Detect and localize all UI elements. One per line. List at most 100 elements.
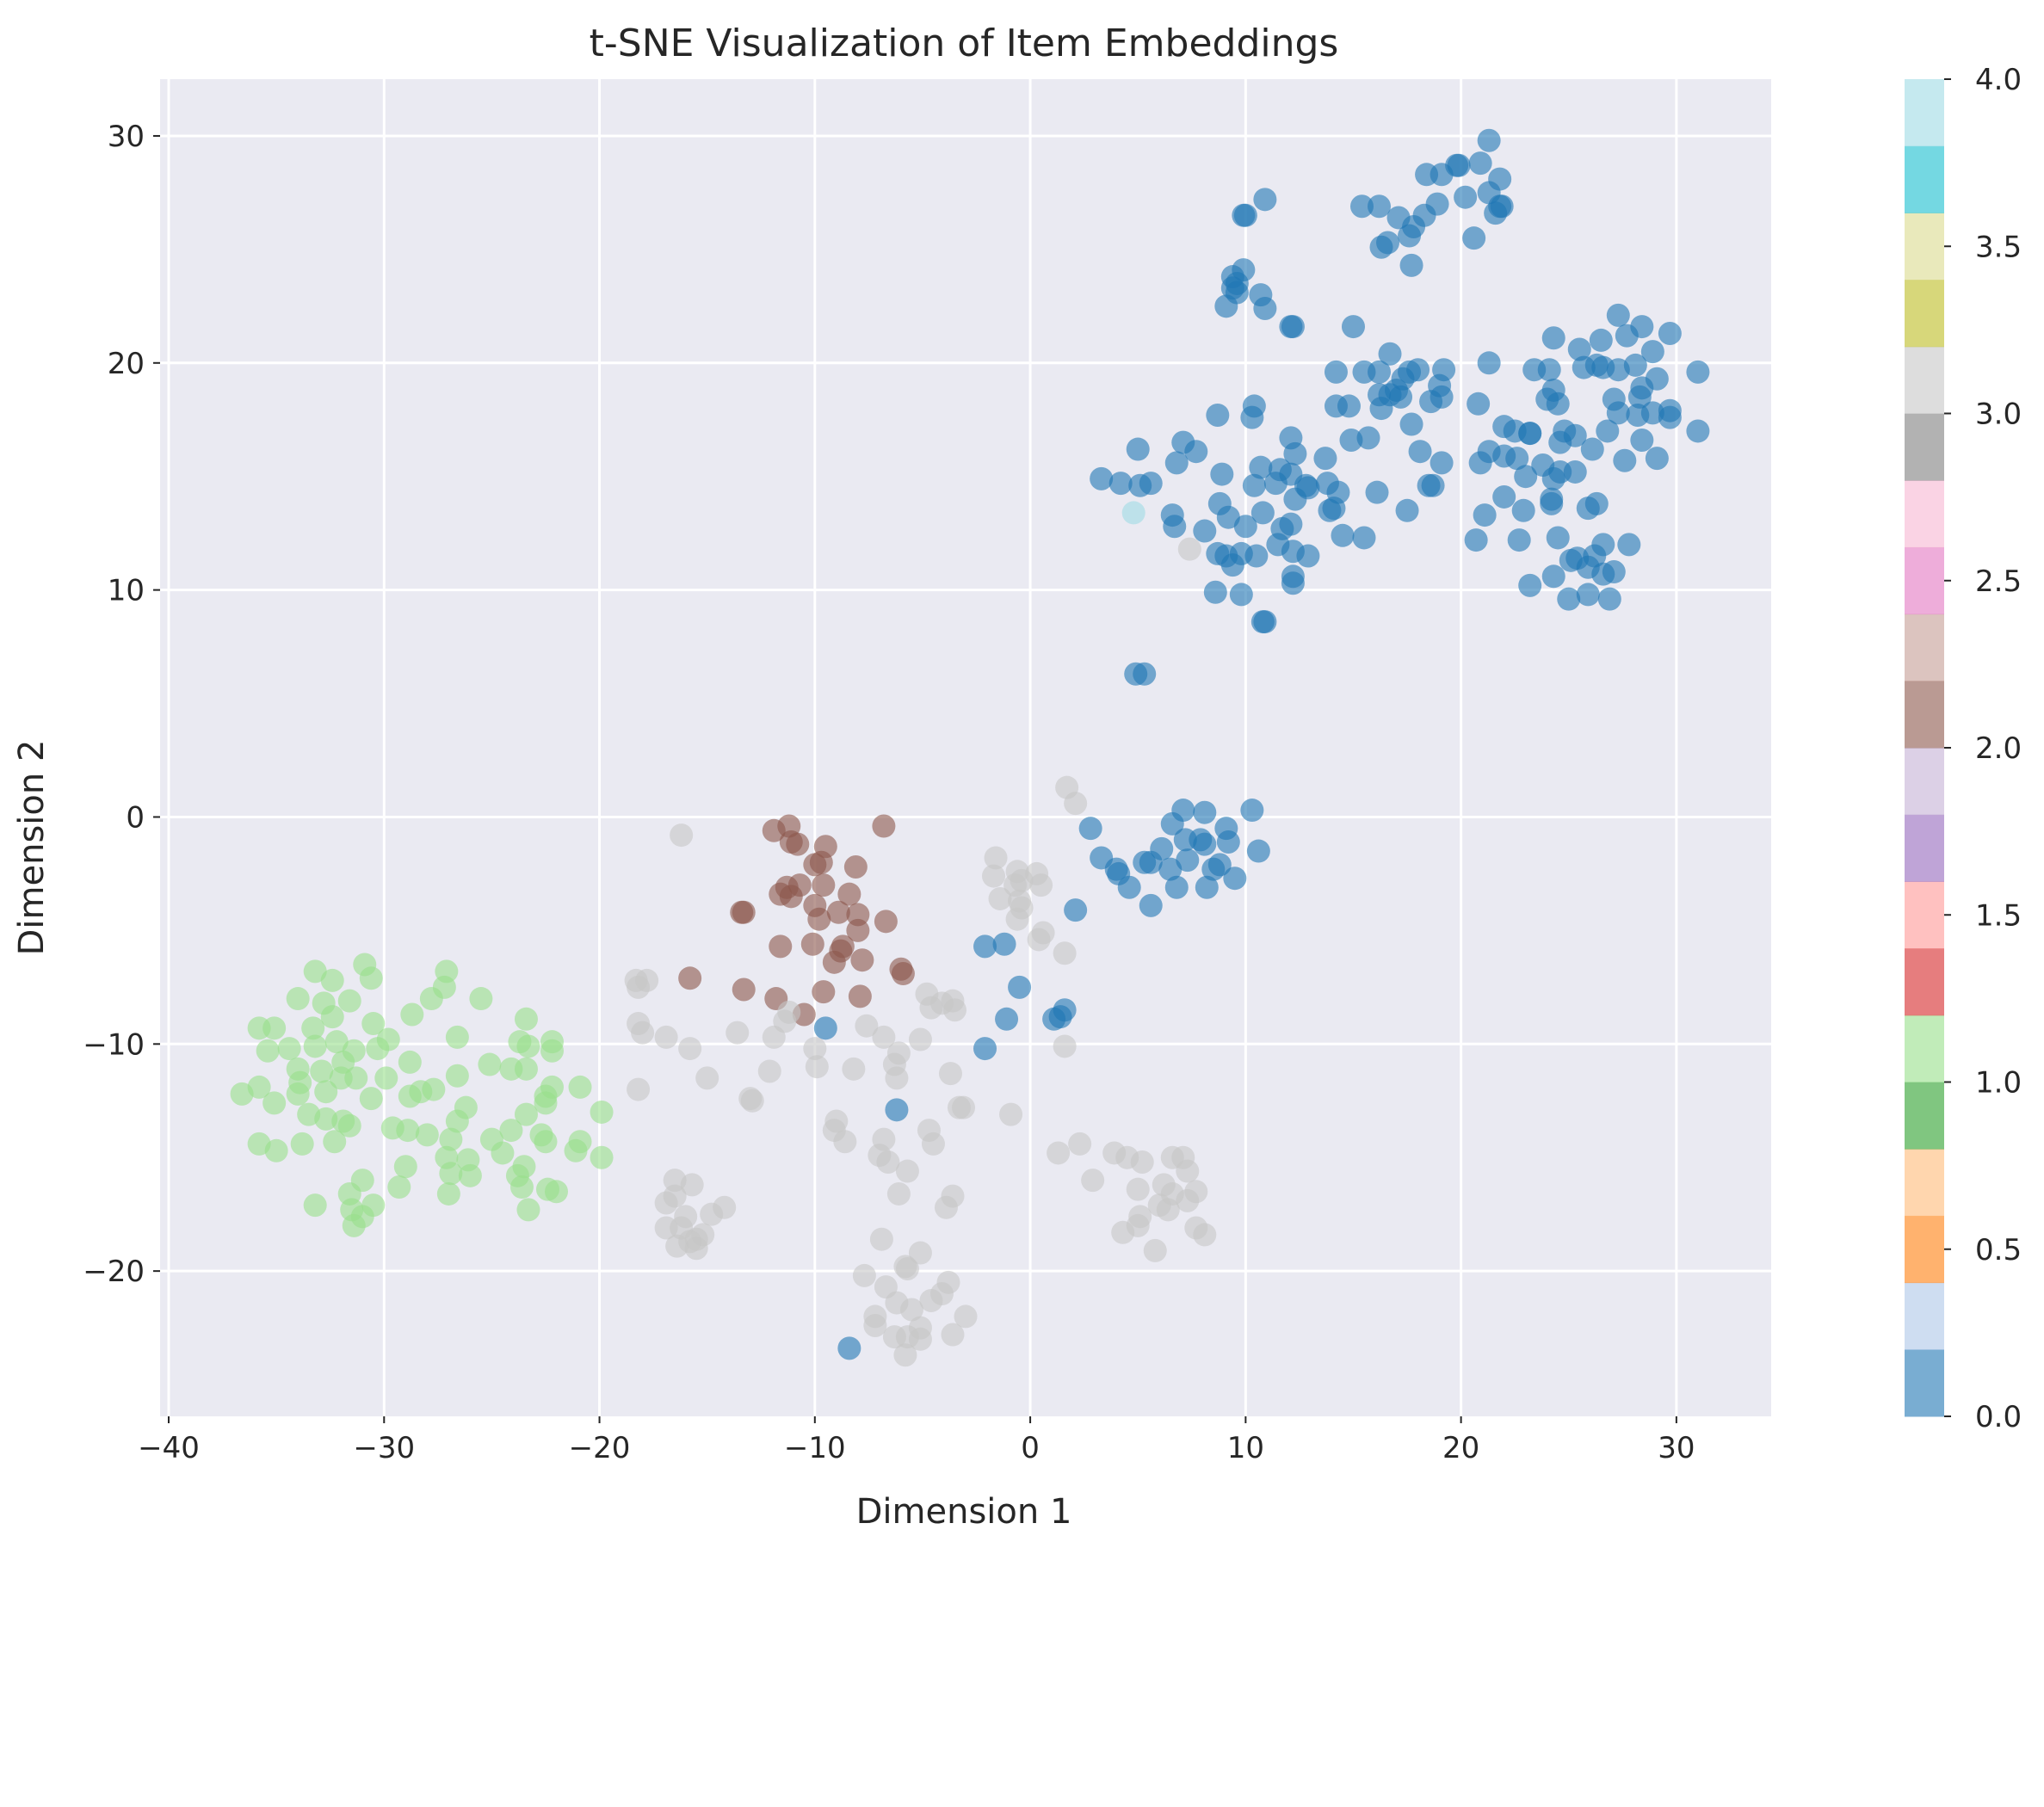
- colorbar-segment: [1905, 748, 1944, 816]
- data-point: [439, 1162, 463, 1186]
- data-point: [1378, 342, 1402, 366]
- data-point: [855, 1014, 879, 1038]
- data-point: [1263, 472, 1288, 496]
- data-point: [1406, 358, 1430, 382]
- data-point: [1356, 426, 1380, 450]
- data-point: [872, 1025, 896, 1049]
- data-point: [323, 1130, 347, 1154]
- colorbar-tick-label: 3.5: [1975, 230, 2022, 264]
- data-point: [1462, 226, 1486, 250]
- data-point: [514, 1102, 538, 1126]
- data-point: [1195, 875, 1219, 899]
- data-point: [337, 1113, 361, 1138]
- data-point: [893, 1255, 917, 1279]
- colorbar-segment: [1905, 346, 1944, 414]
- data-point: [359, 966, 383, 990]
- data-point: [1121, 501, 1146, 525]
- x-tick-label: 10: [1227, 1431, 1264, 1465]
- data-point: [1557, 587, 1581, 611]
- data-point: [1428, 373, 1452, 398]
- data-point: [627, 1077, 651, 1101]
- data-point: [954, 1304, 978, 1329]
- data-point: [256, 1039, 280, 1063]
- data-point: [400, 1002, 424, 1027]
- colorbar-segment: [1905, 1082, 1944, 1150]
- data-point: [342, 1213, 366, 1237]
- data-point: [684, 1237, 708, 1261]
- data-point: [938, 1062, 962, 1086]
- data-point: [314, 1080, 338, 1104]
- data-point: [917, 1119, 941, 1143]
- data-point: [951, 1095, 975, 1119]
- data-point: [1365, 480, 1389, 504]
- data-point: [1473, 503, 1497, 527]
- data-point: [419, 987, 443, 1011]
- data-point: [1270, 516, 1294, 540]
- data-point: [398, 1050, 422, 1074]
- data-point: [787, 873, 812, 897]
- data-point: [1193, 519, 1217, 543]
- data-point: [1064, 898, 1088, 922]
- data-point: [1029, 873, 1053, 897]
- data-point: [544, 1180, 568, 1204]
- data-point: [1606, 303, 1630, 327]
- data-point: [509, 1175, 534, 1200]
- data-point: [1233, 515, 1257, 539]
- data-point: [1368, 194, 1392, 219]
- x-tick-label: −10: [784, 1431, 846, 1465]
- colorbar-segment: [1905, 1282, 1944, 1350]
- data-point: [1126, 437, 1150, 461]
- data-point: [361, 1012, 386, 1036]
- data-point: [807, 907, 831, 931]
- data-point: [1108, 472, 1133, 496]
- colorbar-segment: [1905, 280, 1944, 348]
- data-point: [1176, 848, 1200, 873]
- data-point: [314, 1107, 338, 1131]
- data-point: [1454, 185, 1478, 209]
- data-point: [1164, 875, 1189, 899]
- data-point: [1541, 326, 1565, 350]
- data-point: [1216, 505, 1240, 529]
- colorbar-segment: [1905, 948, 1944, 1016]
- data-point: [320, 1005, 344, 1029]
- data-point: [422, 1077, 446, 1101]
- y-gridlines: [160, 134, 1771, 1273]
- data-point: [773, 1009, 797, 1033]
- colorbar-tick-label: 0.5: [1975, 1233, 2022, 1267]
- data-point: [984, 846, 1008, 870]
- data-point: [992, 932, 1016, 956]
- data-point: [908, 1241, 932, 1265]
- data-point: [1160, 811, 1184, 836]
- data-point: [1117, 875, 1141, 899]
- data-point: [1139, 893, 1163, 917]
- data-point: [1193, 800, 1217, 824]
- data-point: [995, 1007, 1019, 1031]
- data-point: [1324, 360, 1348, 384]
- data-point: [590, 1145, 614, 1169]
- colorbar-tick-label: 2.0: [1975, 731, 2022, 766]
- data-point: [1597, 587, 1621, 611]
- data-point: [1223, 866, 1247, 891]
- data-point: [1580, 437, 1604, 461]
- data-point: [1467, 392, 1491, 416]
- data-point: [908, 1027, 932, 1052]
- data-point: [374, 1066, 398, 1090]
- data-point: [822, 950, 846, 974]
- data-point: [809, 850, 833, 874]
- data-point: [941, 1323, 965, 1347]
- data-point: [872, 814, 896, 838]
- data-point: [1484, 201, 1508, 225]
- data-point: [1281, 571, 1305, 595]
- data-point: [324, 1030, 349, 1054]
- data-point: [654, 1025, 678, 1049]
- data-point: [499, 1057, 523, 1081]
- chart-title: t-SNE Visualization of Item Embeddings: [590, 22, 1339, 65]
- data-point: [320, 968, 344, 992]
- data-point: [726, 1021, 750, 1045]
- data-point: [1477, 128, 1501, 152]
- data-point: [1518, 422, 1542, 446]
- data-point: [988, 886, 1012, 910]
- data-point: [670, 823, 694, 848]
- data-point: [286, 987, 310, 1011]
